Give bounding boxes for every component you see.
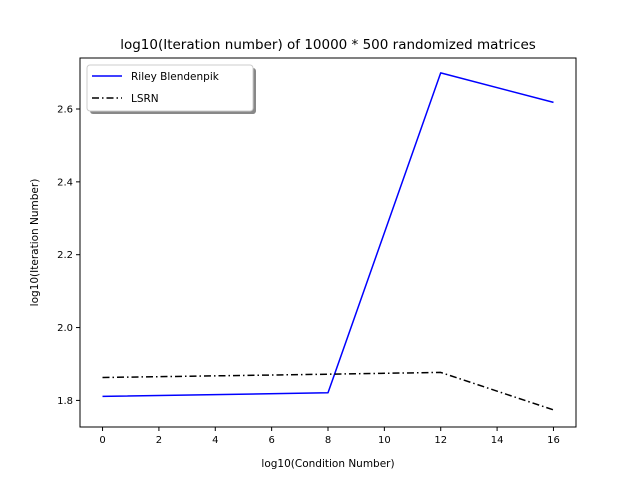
legend-label: Riley Blendenpik bbox=[131, 71, 220, 83]
y-tick-label: 2.6 bbox=[57, 104, 73, 115]
series-line-1 bbox=[102, 371, 554, 411]
y-axis: 1.8 2.0 2.2 2.4 2.6 bbox=[57, 104, 80, 407]
x-tick-label: 16 bbox=[547, 435, 560, 446]
legend-box bbox=[86, 64, 254, 112]
legend-label: LSRN bbox=[131, 93, 159, 105]
chart-title: log10(Iteration number) of 10000 * 500 r… bbox=[120, 37, 536, 53]
x-tick-label: 2 bbox=[156, 435, 162, 446]
x-axis: 0 2 4 6 8 10 12 14 16 bbox=[99, 427, 560, 446]
x-tick-label: 12 bbox=[434, 435, 447, 446]
x-tick-label: 0 bbox=[99, 435, 105, 446]
legend: Riley Blendenpik LSRN bbox=[86, 64, 256, 114]
x-tick-label: 6 bbox=[268, 435, 274, 446]
y-tick-label: 1.8 bbox=[57, 396, 73, 407]
x-tick-label: 10 bbox=[378, 435, 391, 446]
series-layer bbox=[102, 72, 554, 411]
y-tick-label: 2.2 bbox=[57, 250, 73, 261]
y-axis-label: log10(Iteration Number) bbox=[29, 179, 41, 307]
y-tick-label: 2.4 bbox=[57, 177, 73, 188]
x-tick-label: 4 bbox=[212, 435, 218, 446]
y-tick-label: 2.0 bbox=[57, 323, 73, 334]
x-tick-label: 14 bbox=[491, 435, 504, 446]
x-tick-label: 8 bbox=[325, 435, 331, 446]
series-line-0 bbox=[102, 72, 554, 398]
legend-entries: Riley Blendenpik LSRN bbox=[92, 71, 220, 105]
x-axis-label: log10(Condition Number) bbox=[261, 458, 394, 470]
